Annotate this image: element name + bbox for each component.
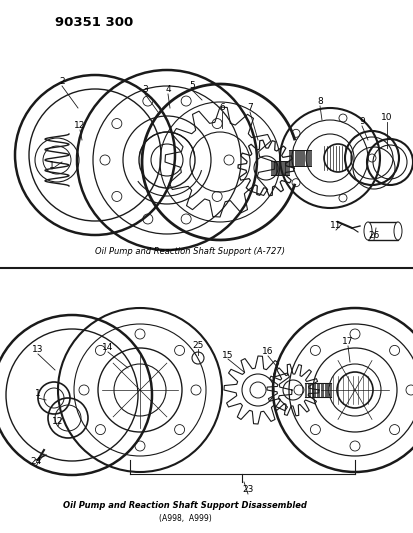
Text: 2: 2 xyxy=(59,77,65,86)
Text: 12: 12 xyxy=(52,417,64,426)
Text: 10: 10 xyxy=(381,114,393,123)
Text: 23: 23 xyxy=(242,486,254,495)
Text: 4: 4 xyxy=(165,85,171,94)
Text: Oil Pump and Reaction Shaft Support (A-727): Oil Pump and Reaction Shaft Support (A-7… xyxy=(95,247,285,256)
Text: 1: 1 xyxy=(49,160,55,169)
Text: 26: 26 xyxy=(368,231,380,240)
Text: 90351 300: 90351 300 xyxy=(55,16,133,29)
Text: 7: 7 xyxy=(247,103,253,112)
Text: 14: 14 xyxy=(102,343,114,352)
Text: 9: 9 xyxy=(359,117,365,126)
Text: 25: 25 xyxy=(192,341,204,350)
Text: 24: 24 xyxy=(31,457,42,466)
Text: 16: 16 xyxy=(262,348,274,357)
Bar xyxy=(368,222,398,240)
Text: (A998,  A999): (A998, A999) xyxy=(159,513,211,522)
Text: 15: 15 xyxy=(222,351,234,359)
Text: 5: 5 xyxy=(189,82,195,91)
Text: 3: 3 xyxy=(142,85,148,94)
Text: 6: 6 xyxy=(219,103,225,112)
Text: Oil Pump and Reaction Shaft Support Disassembled: Oil Pump and Reaction Shaft Support Disa… xyxy=(63,500,307,510)
Text: 17: 17 xyxy=(342,337,354,346)
Ellipse shape xyxy=(394,222,402,240)
Text: 11: 11 xyxy=(330,222,342,230)
Text: 13: 13 xyxy=(32,345,44,354)
Text: 8: 8 xyxy=(317,98,323,107)
Text: 1: 1 xyxy=(35,390,41,399)
Ellipse shape xyxy=(364,222,372,240)
Text: 12: 12 xyxy=(74,122,85,131)
